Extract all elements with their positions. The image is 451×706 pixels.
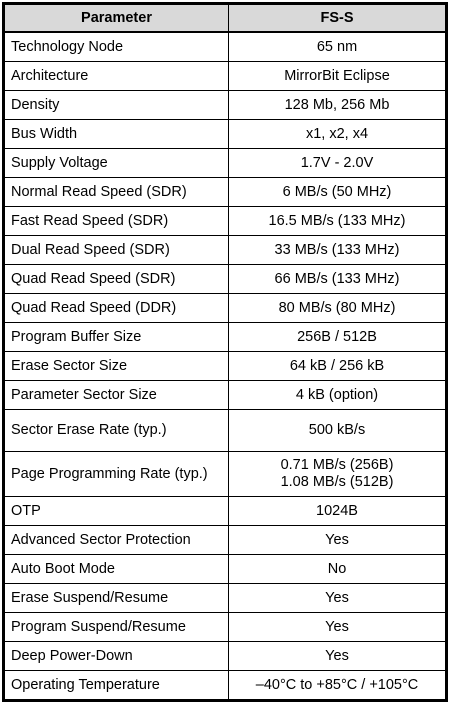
parameter-cell: Deep Power-Down xyxy=(4,641,229,671)
value-cell: –40°C to +85°C / +105°C xyxy=(228,670,446,700)
table-row: Bus Width x1, x2, x4 xyxy=(4,119,446,149)
value-line: x1, x2, x4 xyxy=(305,125,369,142)
value-line: Yes xyxy=(325,647,349,664)
table-row: Technology Node 65 nm xyxy=(4,31,446,62)
value-cell: 16.5 MB/s (133 MHz) xyxy=(228,206,446,236)
parameter-cell: Erase Sector Size xyxy=(4,351,229,381)
table-row: Advanced Sector Protection Yes xyxy=(4,525,446,555)
value-cell: 0.71 MB/s (256B) 1.08 MB/s (512B) xyxy=(228,451,446,497)
parameter-cell: Density xyxy=(4,90,229,120)
value-line: No xyxy=(327,560,347,577)
table-row: Dual Read Speed (SDR) 33 MB/s (133 MHz) xyxy=(4,235,446,265)
value-cell: 65 nm xyxy=(228,31,446,62)
value-cell: 1.7V - 2.0V xyxy=(228,148,446,178)
parameter-cell: Operating Temperature xyxy=(4,670,229,700)
spec-table: Parameter FS-S Technology Node 65 nm Archi… xyxy=(4,4,446,700)
value-line: 16.5 MB/s (133 MHz) xyxy=(268,212,406,229)
parameter-cell: Normal Read Speed (SDR) xyxy=(4,177,229,207)
value-cell: 64 kB / 256 kB xyxy=(228,351,446,381)
value-cell: Yes xyxy=(228,525,446,555)
table-row: Architecture MirrorBit Eclipse xyxy=(4,61,446,91)
header-fs-s: FS-S xyxy=(228,4,446,33)
value-line: 1024B xyxy=(316,502,358,519)
value-line: Yes xyxy=(325,618,349,635)
value-cell: No xyxy=(228,554,446,584)
table-row: Program Buffer Size 256B / 512B xyxy=(4,322,446,352)
table-row: Quad Read Speed (DDR) 80 MB/s (80 MHz) xyxy=(4,293,446,323)
table-row: OTP 1024B xyxy=(4,496,446,526)
table-row: Operating Temperature –40°C to +85°C / +1… xyxy=(4,670,446,700)
value-cell: 256B / 512B xyxy=(228,322,446,352)
value-cell: MirrorBit Eclipse xyxy=(228,61,446,91)
value-line: 33 MB/s (133 MHz) xyxy=(274,241,400,258)
parameter-cell: Supply Voltage xyxy=(4,148,229,178)
parameter-cell: Auto Boot Mode xyxy=(4,554,229,584)
value-cell: 4 kB (option) xyxy=(228,380,446,410)
table-row: Page Programming Rate (typ.) 0.71 MB/s (2… xyxy=(4,451,446,497)
value-line: 0.71 MB/s (256B) xyxy=(280,457,394,473)
value-line: 500 kB/s xyxy=(308,422,366,438)
value-line: 128 Mb, 256 Mb xyxy=(284,96,390,113)
table-row: Density 128 Mb, 256 Mb xyxy=(4,90,446,120)
value-line: Yes xyxy=(325,531,349,548)
value-cell: 66 MB/s (133 MHz) xyxy=(228,264,446,294)
value-cell: 33 MB/s (133 MHz) xyxy=(228,235,446,265)
value-line: 66 MB/s (133 MHz) xyxy=(274,270,400,287)
parameter-cell: Advanced Sector Protection xyxy=(4,525,229,555)
parameter-cell: Bus Width xyxy=(4,119,229,149)
parameter-cell: Technology Node xyxy=(4,31,229,62)
value-line: 1.08 MB/s (512B) xyxy=(280,474,394,490)
parameter-cell: Fast Read Speed (SDR) xyxy=(4,206,229,236)
table-row: Erase Suspend/Resume Yes xyxy=(4,583,446,613)
value-line: 64 kB / 256 kB xyxy=(289,357,385,374)
value-cell: 80 MB/s (80 MHz) xyxy=(228,293,446,323)
value-cell: 128 Mb, 256 Mb xyxy=(228,90,446,120)
table-row: Quad Read Speed (SDR) 66 MB/s (133 MHz) xyxy=(4,264,446,294)
table-row: Parameter Sector Size 4 kB (option) xyxy=(4,380,446,410)
value-cell: 500 kB/s xyxy=(228,409,446,452)
parameter-cell: Erase Suspend/Resume xyxy=(4,583,229,613)
parameter-cell: Quad Read Speed (DDR) xyxy=(4,293,229,323)
value-line: 256B / 512B xyxy=(297,328,377,345)
table-row: Supply Voltage 1.7V - 2.0V xyxy=(4,148,446,178)
parameter-cell: Dual Read Speed (SDR) xyxy=(4,235,229,265)
parameter-cell: Parameter Sector Size xyxy=(4,380,229,410)
value-line: 4 kB (option) xyxy=(295,386,379,403)
value-cell: 6 MB/s (50 MHz) xyxy=(228,177,446,207)
table-row: Auto Boot Mode No xyxy=(4,554,446,584)
value-cell: x1, x2, x4 xyxy=(228,119,446,149)
value-line: Yes xyxy=(325,589,349,606)
parameter-cell: Program Buffer Size xyxy=(4,322,229,352)
value-cell: 1024B xyxy=(228,496,446,526)
header-row: Parameter FS-S xyxy=(4,4,446,33)
parameter-cell: Sector Erase Rate (typ.) xyxy=(4,409,229,452)
table-row: Sector Erase Rate (typ.) 500 kB/s xyxy=(4,409,446,452)
table-row: Erase Sector Size 64 kB / 256 kB xyxy=(4,351,446,381)
table-body: Technology Node 65 nm Architecture MirrorBi… xyxy=(4,31,446,700)
value-cell: Yes xyxy=(228,641,446,671)
parameter-cell: Program Suspend/Resume xyxy=(4,612,229,642)
value-line: 6 MB/s (50 MHz) xyxy=(282,183,392,200)
value-cell: Yes xyxy=(228,612,446,642)
parameter-cell: Quad Read Speed (SDR) xyxy=(4,264,229,294)
table-row: Deep Power-Down Yes xyxy=(4,641,446,671)
parameter-cell: Page Programming Rate (typ.) xyxy=(4,451,229,497)
parameter-cell: Architecture xyxy=(4,61,229,91)
table-row: Fast Read Speed (SDR) 16.5 MB/s (133 MHz) xyxy=(4,206,446,236)
value-line: 65 nm xyxy=(316,38,358,55)
parameter-cell: OTP xyxy=(4,496,229,526)
value-cell: Yes xyxy=(228,583,446,613)
table-row: Program Suspend/Resume Yes xyxy=(4,612,446,642)
table-row: Normal Read Speed (SDR) 6 MB/s (50 MHz) xyxy=(4,177,446,207)
value-line: –40°C to +85°C / +105°C xyxy=(255,676,419,693)
value-line: 1.7V - 2.0V xyxy=(300,154,374,171)
value-line: 80 MB/s (80 MHz) xyxy=(278,299,396,316)
value-line: MirrorBit Eclipse xyxy=(284,67,390,84)
header-parameter: Parameter xyxy=(4,4,229,33)
